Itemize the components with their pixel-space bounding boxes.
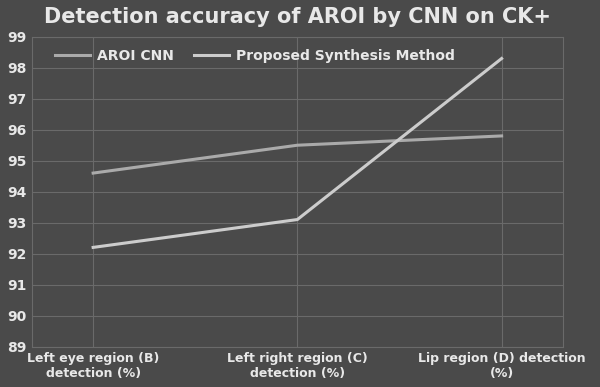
Legend: AROI CNN, Proposed Synthesis Method: AROI CNN, Proposed Synthesis Method	[49, 44, 460, 69]
Title: Detection accuracy of AROI by CNN on CK+: Detection accuracy of AROI by CNN on CK+	[44, 7, 551, 27]
